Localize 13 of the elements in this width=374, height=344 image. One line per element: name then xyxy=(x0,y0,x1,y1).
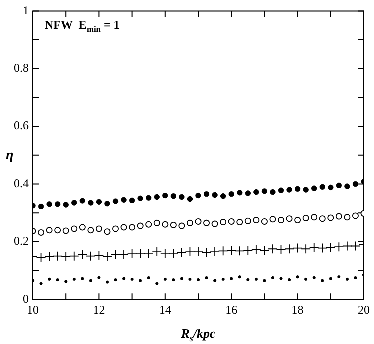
x-tick-label: 10 xyxy=(27,302,39,317)
x-tick-label: 16 xyxy=(226,302,238,317)
y-axis-title: η xyxy=(6,148,14,164)
x-tick-label: 20 xyxy=(358,302,370,317)
y-tick-label: 0.4 xyxy=(14,176,29,190)
y-tick-label: 0.8 xyxy=(14,61,29,76)
y-tick-label: 0.6 xyxy=(14,118,29,133)
x-tick-label: 12 xyxy=(93,302,106,317)
y-tick-label: 0 xyxy=(23,292,29,306)
x-tick-label: 14 xyxy=(159,302,172,317)
y-tick-label: 0.2 xyxy=(14,234,29,248)
x-tick-label: 18 xyxy=(292,302,304,317)
y-tick-label: 1 xyxy=(23,3,29,18)
